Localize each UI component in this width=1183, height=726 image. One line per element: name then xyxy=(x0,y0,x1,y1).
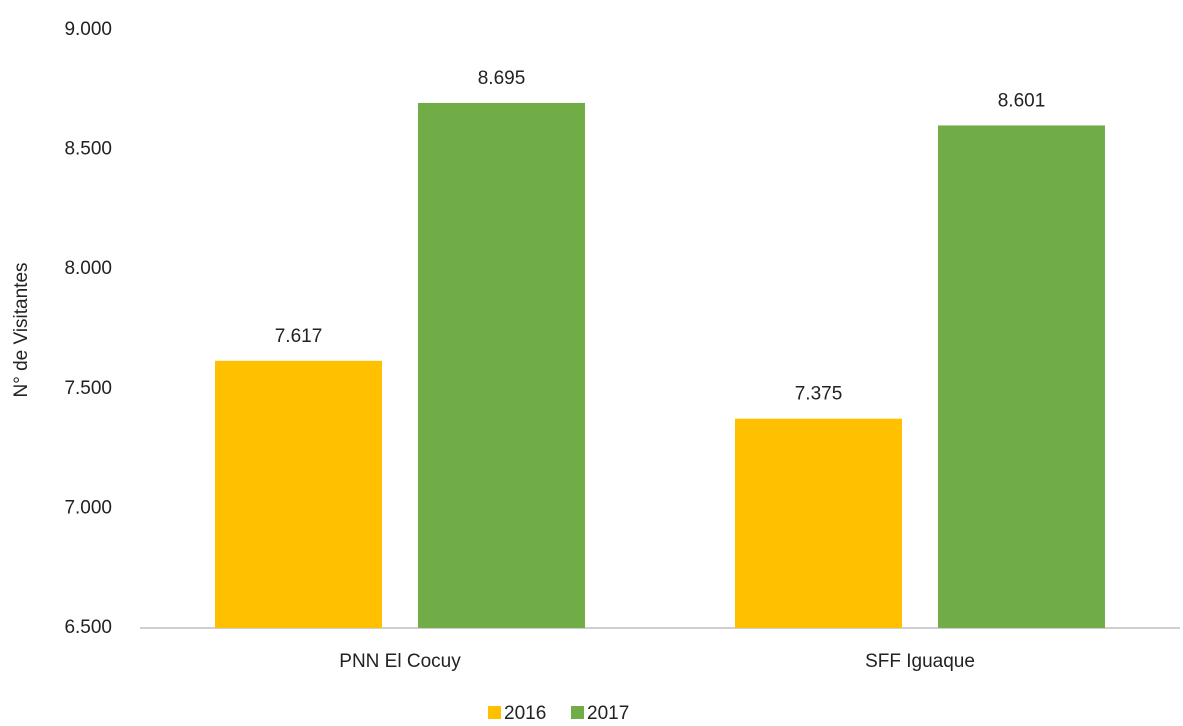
bar xyxy=(735,418,902,628)
value-label: 7.375 xyxy=(795,384,843,405)
y-tick-label: 7.000 xyxy=(64,497,112,518)
y-tick-label: 6.500 xyxy=(64,617,112,638)
value-label: 8.601 xyxy=(998,90,1046,111)
x-tick-label: PNN El Cocuy xyxy=(339,651,461,672)
x-tick-label: SFF Iguaque xyxy=(865,651,975,672)
value-label: 8.695 xyxy=(478,68,526,89)
y-axis-title: N° de Visitantes xyxy=(11,262,32,397)
y-tick-label: 8.500 xyxy=(64,139,112,160)
y-tick-label: 7.500 xyxy=(64,378,112,399)
legend-swatch xyxy=(488,706,501,719)
legend-label: 2016 xyxy=(504,703,546,724)
value-label: 7.617 xyxy=(275,326,323,347)
bar xyxy=(938,125,1105,629)
legend-swatch xyxy=(571,706,584,719)
y-tick-label: 9.000 xyxy=(64,19,112,40)
bar xyxy=(215,360,382,628)
bar xyxy=(418,102,585,629)
legend-label: 2017 xyxy=(587,703,629,724)
y-tick-label: 8.000 xyxy=(64,258,112,279)
